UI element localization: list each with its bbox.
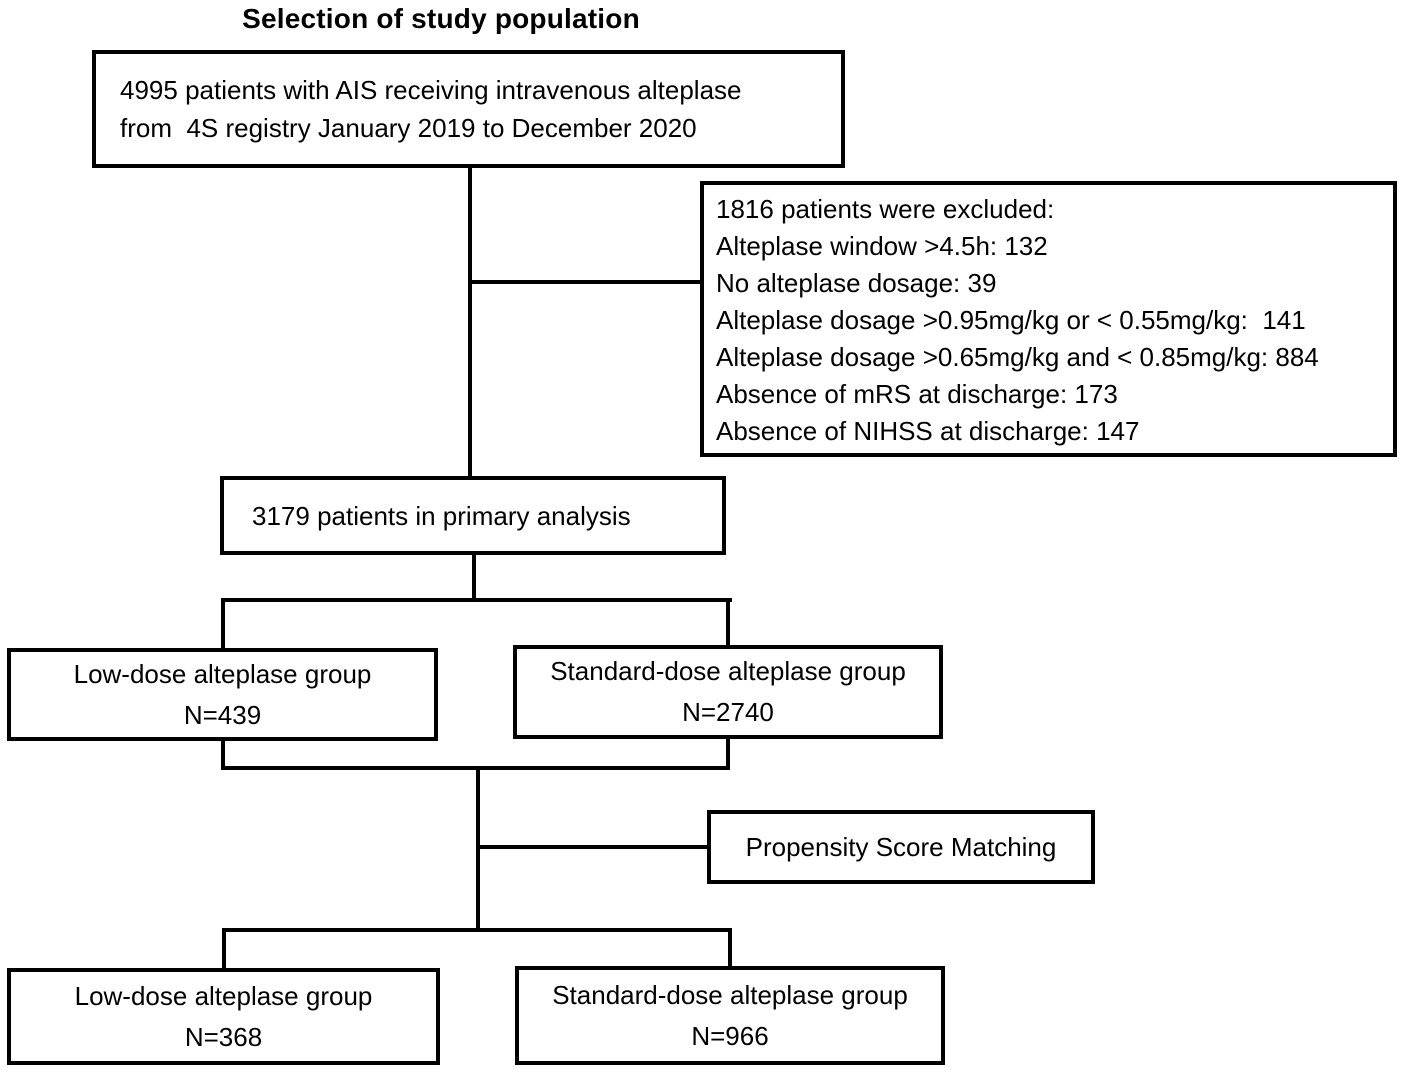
box-initial-line-1: 4995 patients with AIS receiving intrave… [120,75,742,105]
connector-lowdose-down [221,741,225,770]
box-excluded-line-1: 1816 patients were excluded: [716,194,1055,224]
box-low-dose-primary-line-1: Low-dose alteplase group [73,658,372,689]
box-propensity-score-matching: Propensity Score Matching [707,810,1095,884]
box-excluded-line-2: Alteplase window >4.5h: 132 [716,231,1048,261]
box-standard-dose-matched-line-1: Standard-dose alteplase group [552,979,908,1010]
box-low-dose-matched-n: N=368 [184,1021,263,1052]
connector-stddose-down [726,739,730,770]
box-low-dose-matched: Low-dose alteplase group N=368 [7,968,440,1065]
box-standard-dose-primary-line-1: Standard-dose alteplase group [550,656,906,686]
box-standard-dose-matched: Standard-dose alteplase group N=966 [515,966,945,1065]
connector-split1-to-stddose [726,598,730,645]
connector-merge-horizontal [221,766,730,770]
box-standard-dose-primary: Standard-dose alteplase group N=2740 [513,645,943,739]
box-low-dose-primary: Low-dose alteplase group N=439 [7,648,438,741]
box-excluded-patients: 1816 patients were excluded: Alteplase w… [700,181,1397,457]
box-primary-analysis-label: 3179 patients in primary analysis [252,500,631,531]
connector-split2-to-stddose [728,928,732,966]
figure-title: Selection of study population [242,3,640,34]
box-excluded-line-6: Absence of mRS at discharge: 173 [716,379,1118,409]
box-low-dose-matched-line-1: Low-dose alteplase group [74,980,373,1011]
box-initial-line-2: from 4S registry January 2019 to Decembe… [120,113,697,143]
box-excluded-line-3: No alteplase dosage: 39 [716,268,997,298]
box-standard-dose-matched-n: N=966 [691,1020,769,1051]
connector-initial-to-primary [468,168,472,476]
connector-split1-to-lowdose [221,598,225,648]
box-primary-analysis: 3179 patients in primary analysis [220,476,726,555]
connector-split2-horizontal [222,928,732,932]
connector-primary-down [472,555,476,602]
box-excluded-line-5: Alteplase dosage >0.65mg/kg and < 0.85mg… [716,342,1319,372]
connector-center-down [476,766,480,932]
box-excluded-line-4: Alteplase dosage >0.95mg/kg or < 0.55mg/… [716,305,1306,335]
box-standard-dose-primary-n: N=2740 [682,697,774,727]
box-low-dose-primary-n: N=439 [183,699,262,730]
box-initial-population: 4995 patients with AIS receiving intrave… [92,50,845,168]
box-psm-label: Propensity Score Matching [745,831,1057,862]
box-excluded-line-7: Absence of NIHSS at discharge: 147 [716,416,1140,446]
connector-split1-horizontal [221,598,732,602]
connector-branch-to-psm [478,845,707,849]
connector-branch-to-excluded [470,280,700,284]
connector-split2-to-lowdose [222,928,226,968]
